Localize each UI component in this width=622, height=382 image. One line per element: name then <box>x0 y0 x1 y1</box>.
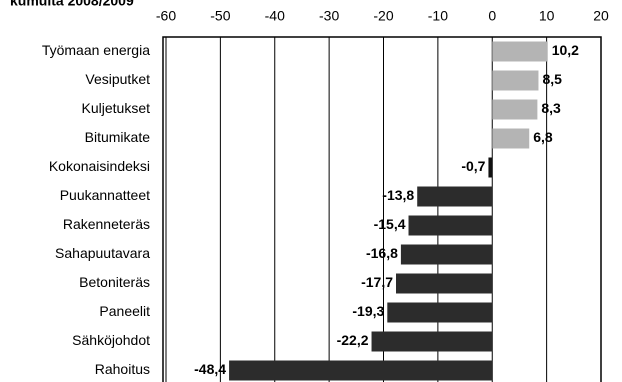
y-tick-label: Rahoitus <box>95 361 150 377</box>
x-tick-label: -60 <box>156 8 176 24</box>
value-label: 10,2 <box>552 42 579 58</box>
value-label: -17,7 <box>361 274 393 290</box>
bar <box>492 128 530 149</box>
bar <box>408 215 493 236</box>
value-label: -22,2 <box>337 332 369 348</box>
y-tick-label: Vesiputket <box>85 71 150 87</box>
y-tick-label: Rakenneteräs <box>63 216 150 232</box>
bar <box>396 273 493 294</box>
value-label: -48,4 <box>194 361 226 377</box>
bar <box>400 244 493 265</box>
y-tick-label: Kuljetukset <box>82 100 151 116</box>
y-tick-label: Paneelit <box>99 303 150 319</box>
value-label: 8,3 <box>541 100 561 116</box>
y-tick-label: Betoniteräs <box>79 274 150 290</box>
x-tick-label: -50 <box>210 8 230 24</box>
x-tick-label: -40 <box>265 8 285 24</box>
x-tick-label: -30 <box>319 8 339 24</box>
bar <box>492 99 538 120</box>
bar <box>488 157 493 178</box>
y-tick-label: Bitumikate <box>85 129 151 145</box>
value-label: -15,4 <box>374 216 406 232</box>
value-label: -19,3 <box>352 303 384 319</box>
value-label: -0,7 <box>461 158 485 174</box>
bar <box>229 360 493 381</box>
x-tick-label: 10 <box>539 8 555 24</box>
x-tick-label: 20 <box>593 8 609 24</box>
y-tick-label: Puukannatteet <box>60 187 150 203</box>
y-tick-label: Kokonaisindeksi <box>49 158 150 174</box>
bar <box>492 70 539 91</box>
bar <box>387 302 493 323</box>
value-label: -13,8 <box>382 187 414 203</box>
y-tick-label: Sähköjohdot <box>72 332 150 348</box>
y-tick-label: Työmaan energia <box>42 42 150 58</box>
x-tick-label: 0 <box>488 8 496 24</box>
bar <box>417 186 493 207</box>
y-tick-label: Sahapuutavara <box>55 245 150 261</box>
x-tick-label: -20 <box>373 8 393 24</box>
chart-title: kumulta 2008/2009 <box>10 0 134 9</box>
bar <box>371 331 493 352</box>
value-label: -16,8 <box>366 245 398 261</box>
value-label: 6,8 <box>533 129 553 145</box>
value-label: 8,5 <box>542 71 562 87</box>
x-tick-label: -10 <box>428 8 448 24</box>
bar <box>492 41 548 62</box>
